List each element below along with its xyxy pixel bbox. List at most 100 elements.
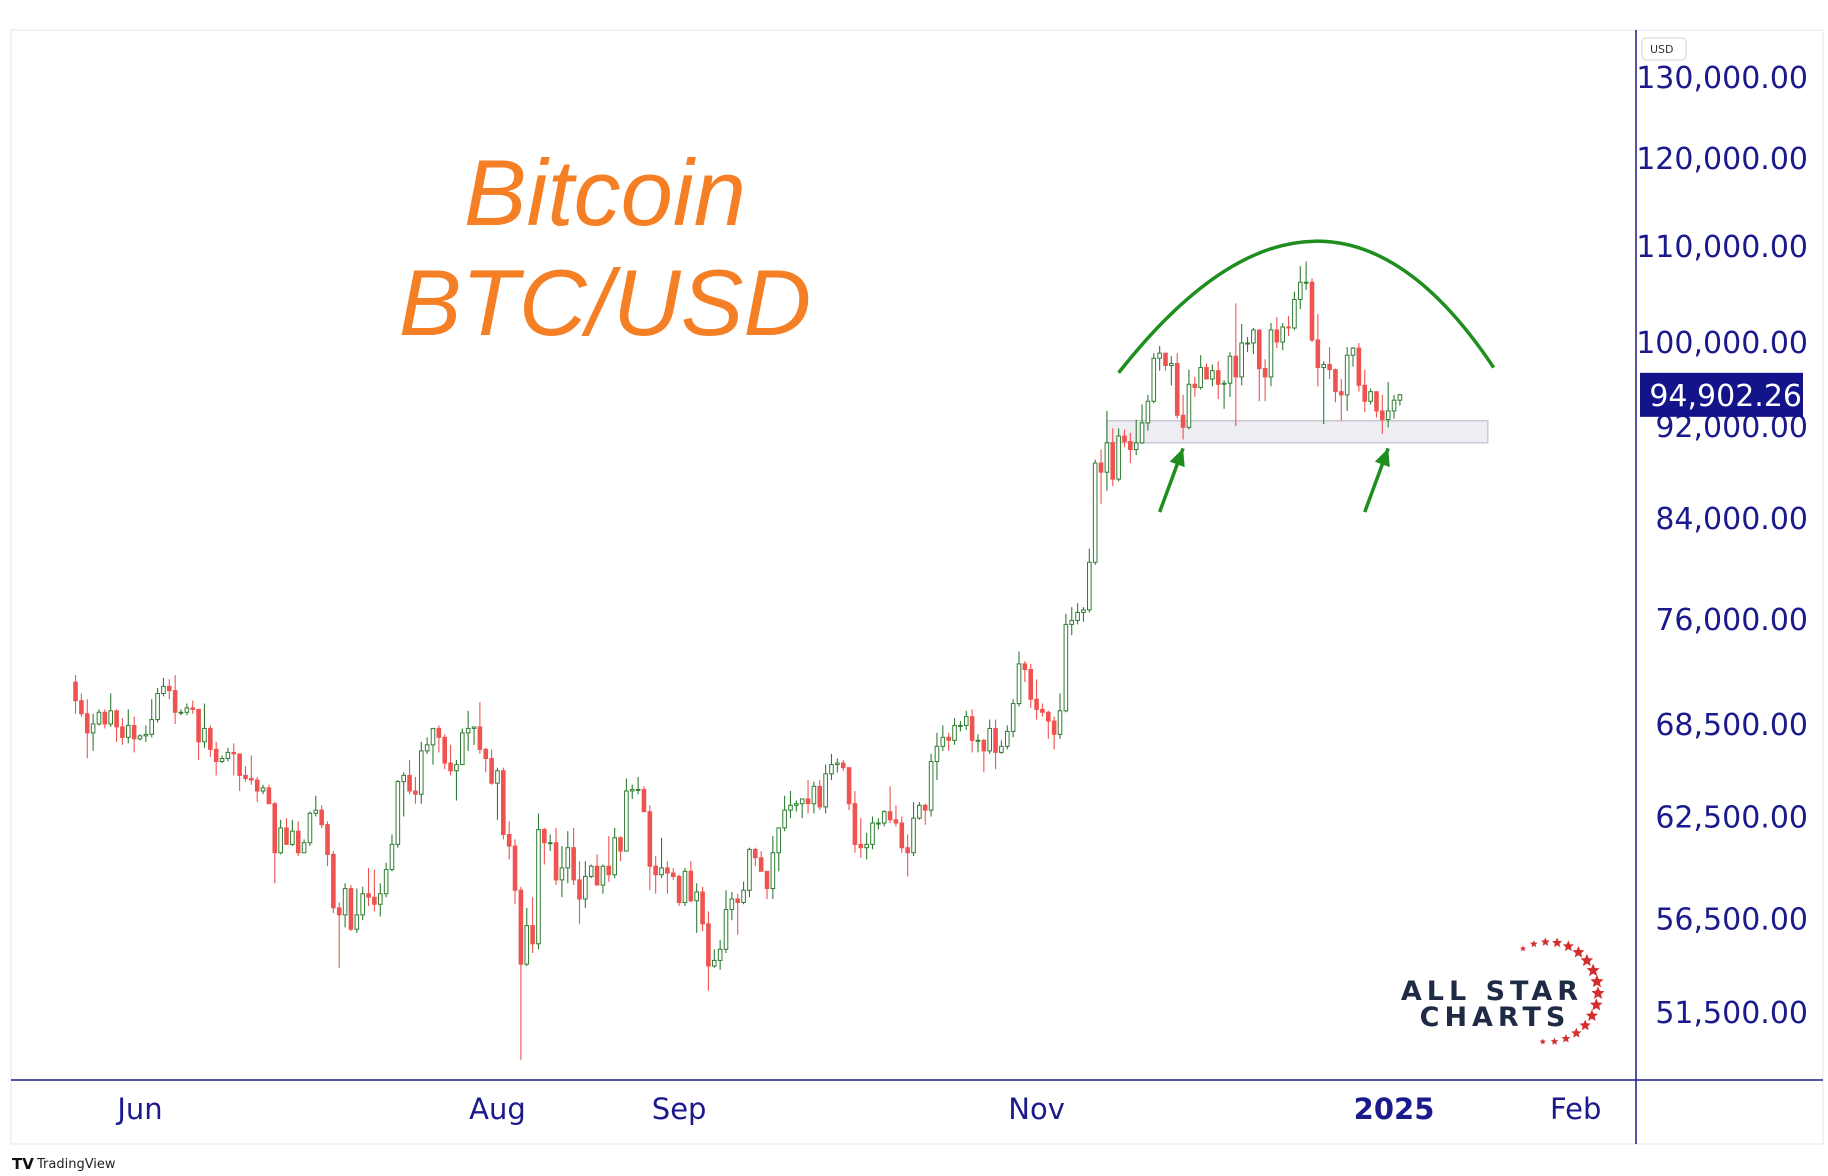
- candle-body: [96, 711, 102, 725]
- candle-body: [1098, 462, 1104, 473]
- candle: [788, 791, 793, 819]
- candle: [1292, 291, 1297, 330]
- candle: [149, 699, 155, 738]
- candle: [823, 764, 828, 814]
- candle-body: [1262, 368, 1268, 378]
- candle: [618, 836, 623, 862]
- candle: [366, 867, 371, 907]
- candle: [1087, 548, 1092, 613]
- candle-body: [307, 812, 313, 844]
- candle-body: [782, 809, 787, 829]
- all-star-charts-logo: ALL STAR CHARTS: [1401, 937, 1605, 1045]
- candle-body: [1356, 347, 1362, 386]
- candle-body: [1251, 329, 1256, 344]
- candle-body: [993, 727, 998, 753]
- candle: [1004, 725, 1010, 750]
- candle-body: [694, 891, 700, 902]
- candle: [79, 693, 84, 717]
- candle-body: [354, 914, 360, 930]
- candle-body: [870, 822, 875, 845]
- candle-body: [1350, 347, 1356, 356]
- candle-body: [1040, 708, 1045, 713]
- candle-body: [219, 757, 225, 763]
- candle-body: [1163, 352, 1168, 366]
- candle: [624, 778, 629, 852]
- candle: [641, 786, 647, 813]
- candle: [1227, 352, 1233, 397]
- candle-body: [389, 843, 395, 871]
- candle-body: [864, 843, 869, 849]
- candle: [454, 760, 459, 801]
- candle-body: [1339, 391, 1344, 396]
- candle-body: [1157, 352, 1162, 359]
- candle: [1339, 379, 1344, 421]
- candle-body: [659, 867, 664, 876]
- candle: [483, 747, 489, 773]
- candle: [922, 803, 928, 825]
- candle: [243, 766, 248, 782]
- candle-body: [448, 762, 453, 772]
- candle-body: [928, 761, 934, 811]
- candle-body: [377, 893, 383, 905]
- candle: [278, 819, 283, 855]
- candle: [1075, 603, 1080, 625]
- candle-body: [202, 727, 207, 743]
- star-icon: [1585, 1009, 1598, 1021]
- candle-body: [1292, 298, 1297, 329]
- candle-body: [108, 710, 114, 725]
- candle-body: [764, 870, 770, 890]
- candle: [120, 718, 125, 745]
- candle: [1362, 369, 1368, 413]
- candle-body: [1221, 382, 1227, 385]
- candle: [389, 834, 395, 872]
- candle-body: [249, 777, 254, 781]
- candle-body: [430, 727, 436, 746]
- candle: [1309, 278, 1315, 342]
- candle-body: [952, 724, 957, 741]
- candle: [606, 836, 612, 882]
- candle: [846, 767, 852, 811]
- candle: [495, 767, 500, 820]
- candle-body: [73, 681, 78, 702]
- candle-body: [336, 907, 342, 916]
- candle-body: [495, 770, 500, 784]
- candle: [1192, 376, 1198, 397]
- candle-body: [489, 757, 494, 784]
- candle: [1303, 261, 1309, 290]
- candle-body: [975, 739, 981, 742]
- candle-body: [79, 700, 84, 715]
- candle: [1128, 432, 1133, 464]
- candle: [1268, 322, 1274, 387]
- candle: [1344, 347, 1350, 411]
- candle-body: [542, 829, 547, 844]
- candle: [1028, 663, 1034, 708]
- candle: [213, 741, 219, 776]
- candle: [870, 816, 875, 850]
- candle: [161, 677, 166, 697]
- candle-body: [184, 707, 190, 713]
- candle: [711, 949, 717, 968]
- candle-body: [477, 726, 483, 750]
- candle-body: [899, 822, 905, 849]
- candle-body: [723, 909, 729, 950]
- candle: [90, 713, 96, 751]
- candle: [753, 847, 758, 867]
- candle: [377, 883, 383, 917]
- candle-body: [1380, 410, 1385, 421]
- candle-body: [1204, 367, 1209, 380]
- candle: [530, 897, 535, 953]
- candle-body: [1315, 339, 1321, 369]
- candle: [1245, 336, 1250, 353]
- candle-body: [483, 748, 489, 759]
- candle-body: [366, 893, 371, 898]
- candle-body: [120, 726, 125, 738]
- support-zone-layer: [1106, 419, 1489, 444]
- candle: [137, 734, 143, 741]
- candle-body: [1280, 326, 1286, 343]
- candle: [852, 791, 858, 853]
- candle: [594, 854, 600, 886]
- candle-body: [1385, 410, 1391, 421]
- star-icon: [1591, 986, 1605, 999]
- candle-body: [1227, 355, 1233, 384]
- star-icon: [1562, 940, 1574, 952]
